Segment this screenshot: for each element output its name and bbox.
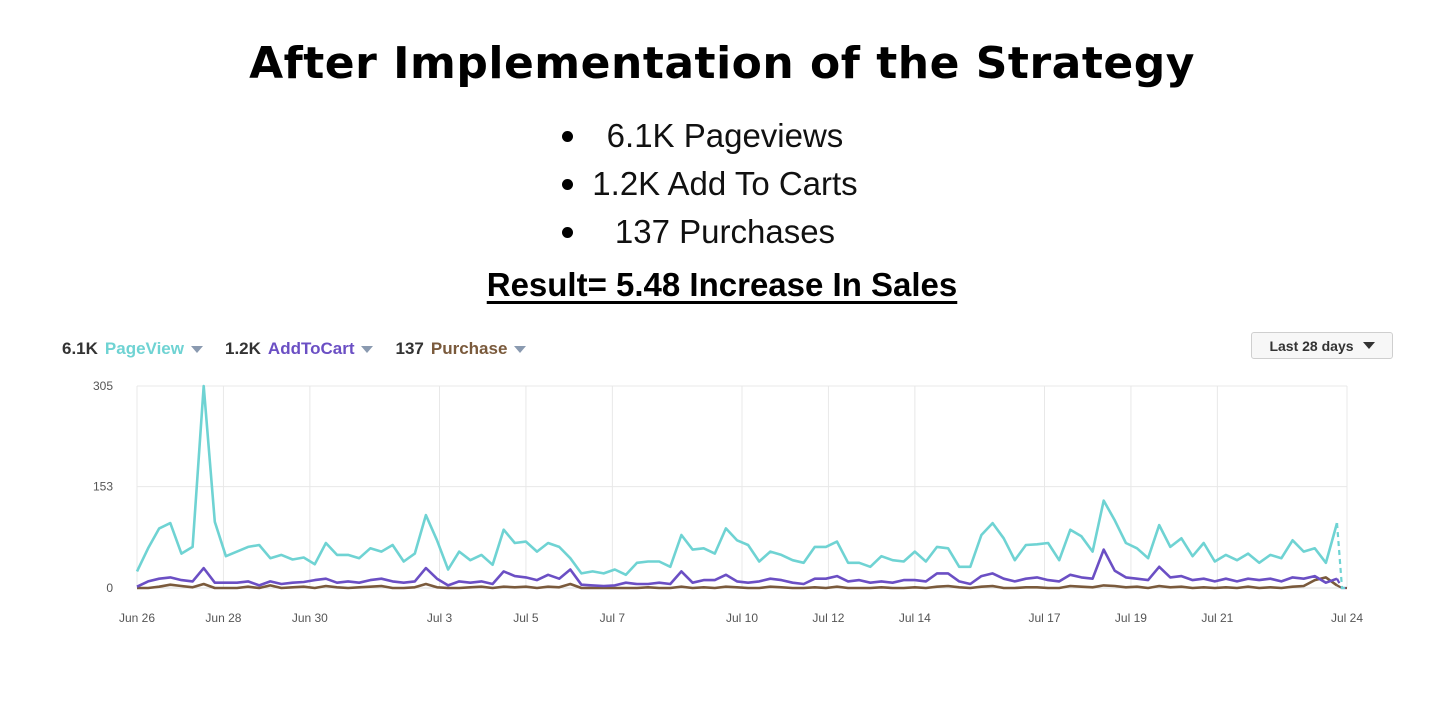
dropdown-arrow-icon — [1362, 342, 1375, 349]
bullet-icon — [562, 131, 573, 142]
legend-label-purchase: Purchase — [430, 339, 508, 358]
series-tail-pageview — [1335, 523, 1347, 590]
legend-label-pageview: PageView — [104, 339, 184, 358]
x-tick-label: Jul 17 — [1028, 611, 1060, 625]
legend-label-addtocart: AddToCart — [267, 339, 355, 358]
y-tick-label: 0 — [106, 581, 113, 595]
x-tick-label: Jun 26 — [119, 611, 155, 625]
x-tick-label: Jul 19 — [1115, 611, 1147, 625]
bullet-icon — [562, 179, 573, 190]
series-tail-purchase — [1336, 584, 1347, 590]
y-tick-label: 305 — [93, 379, 113, 393]
series-line-purchase — [137, 576, 1338, 590]
chart-legend: 6.1K PageView 1.2K AddToCart 137 Purchas… — [62, 338, 548, 360]
legend-count-purchase: 137 — [395, 339, 424, 358]
legend-count-pageview: 6.1K — [62, 339, 98, 358]
stat-add-to-carts: 1.2K Add To Carts — [592, 165, 858, 202]
page-title: After Implementation of the Strategy — [249, 38, 1195, 89]
caret-down-icon[interactable] — [361, 345, 374, 353]
legend-item-purchase[interactable]: 137 Purchase — [395, 339, 527, 359]
x-tick-label: Jul 7 — [600, 611, 626, 625]
date-range-label: Last 28 days — [1269, 337, 1354, 354]
stat-pageviews: 6.1K Pageviews — [606, 117, 844, 154]
bullet-icon — [562, 227, 573, 238]
date-range-dropdown[interactable]: Last 28 days — [1251, 332, 1393, 359]
x-tick-label: Jul 14 — [899, 611, 931, 625]
caret-down-icon[interactable] — [191, 345, 203, 353]
x-tick-label: Jun 30 — [292, 611, 328, 625]
x-tick-label: Jul 12 — [812, 611, 844, 625]
caret-down-icon[interactable] — [514, 345, 527, 353]
x-tick-label: Jul 3 — [427, 611, 453, 625]
series-line-addtocart — [136, 548, 1338, 588]
y-tick-label: 153 — [93, 480, 113, 494]
legend-item-addtocart[interactable]: 1.2K AddToCart — [225, 339, 374, 359]
list-item: 1.2K Add To Carts — [555, 160, 895, 208]
stats-list: 6.1K Pageviews 1.2K Add To Carts 137 Pur… — [555, 112, 895, 256]
series-line-pageview — [135, 384, 1339, 577]
x-tick-label: Jul 5 — [513, 611, 539, 625]
x-tick-label: Jul 21 — [1201, 611, 1233, 625]
chart-lines — [135, 384, 1347, 590]
x-tick-label: Jun 28 — [205, 611, 241, 625]
legend-item-pageview[interactable]: 6.1K PageView — [62, 339, 203, 359]
x-tick-label: Jul 24 — [1331, 611, 1363, 625]
legend-count-addtocart: 1.2K — [225, 339, 261, 358]
list-item: 6.1K Pageviews — [555, 112, 895, 160]
list-item: 137 Purchases — [555, 208, 895, 256]
chart-axes: 0 153 305 Jun 26 Jun 28 Jun 30 Jul 3 Jul 5 Jul 7… — [93, 379, 1363, 625]
stat-purchases: 137 Purchases — [614, 213, 836, 250]
result-heading: Result= 5.48 Increase In Sales — [486, 266, 958, 303]
x-tick-label: Jul 10 — [726, 611, 758, 625]
